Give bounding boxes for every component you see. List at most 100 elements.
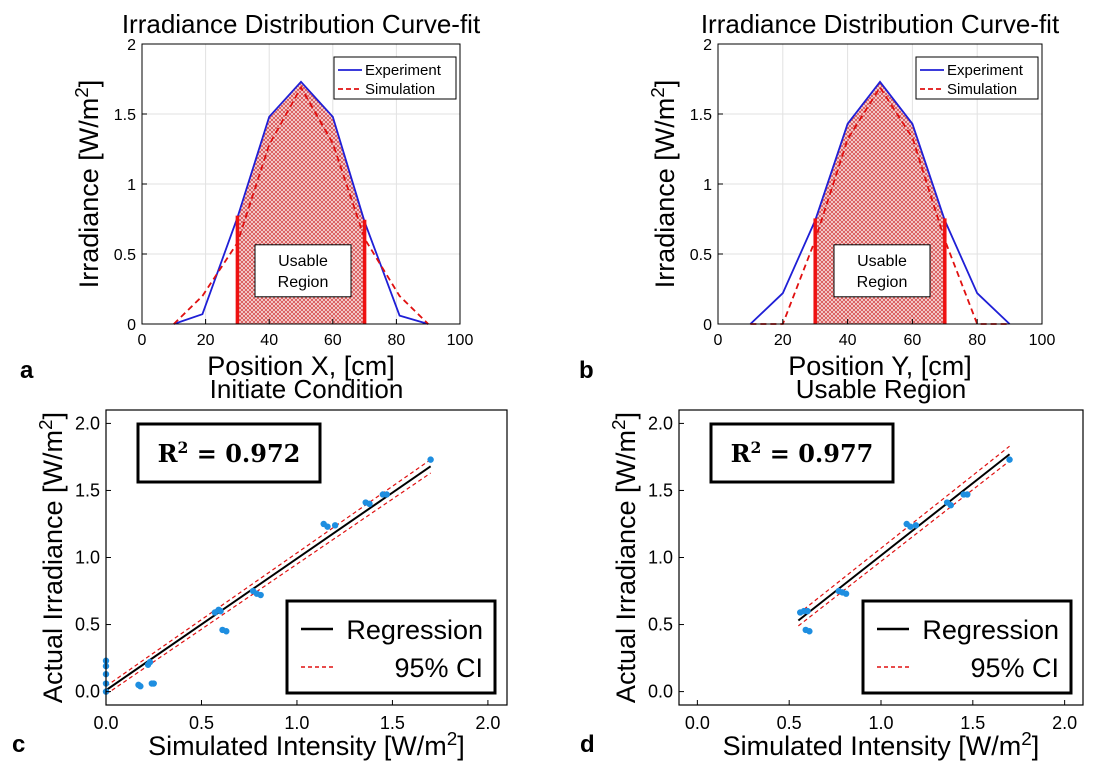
y-axis-label: Actual Irradiance [W/m2] bbox=[609, 412, 642, 703]
x-tick-label: 60 bbox=[324, 332, 342, 349]
y-tick-label: 2.0 bbox=[648, 413, 673, 433]
usable-region-label: Usable bbox=[278, 253, 328, 270]
x-tick-label: 0.5 bbox=[189, 713, 214, 733]
regression-line bbox=[105, 465, 432, 692]
data-point bbox=[223, 628, 230, 635]
y-tick-label: 0.0 bbox=[648, 682, 673, 702]
data-point bbox=[137, 683, 144, 690]
x-tick-label: 1.0 bbox=[284, 713, 309, 733]
y-axis-label: Actual Irradiance [W/m2] bbox=[36, 412, 69, 703]
y-tick-label: 1.5 bbox=[114, 107, 136, 124]
usable-region-box bbox=[833, 244, 931, 298]
panel-a: Irradiance Distribution Curve-fit a Usable… bbox=[20, 9, 481, 384]
data-point bbox=[257, 591, 264, 599]
chart-title: Irradiance Distribution Curve-fit bbox=[122, 9, 481, 39]
legend-label: Experiment bbox=[947, 62, 1024, 79]
data-point bbox=[907, 523, 914, 530]
y-tick-label: 2 bbox=[127, 37, 136, 54]
x-tick-label: 1.5 bbox=[960, 713, 985, 733]
usable-region-label: Region bbox=[278, 274, 329, 291]
data-point bbox=[383, 491, 390, 498]
x-tick-label: 0.0 bbox=[685, 713, 710, 733]
data-point bbox=[427, 456, 434, 463]
y-tick-label: 0.5 bbox=[75, 615, 100, 635]
y-axis-label: Irradiance [W/m2] bbox=[72, 80, 105, 289]
data-point bbox=[947, 502, 954, 509]
y-tick-label: 1.5 bbox=[648, 480, 673, 500]
legend-label: Experiment bbox=[365, 62, 442, 79]
usable-region-label: Region bbox=[857, 274, 908, 291]
panel-label: c bbox=[12, 731, 25, 758]
legend-label: Simulation bbox=[947, 81, 1017, 98]
y-tick-label: 0 bbox=[127, 317, 136, 334]
experiment-line bbox=[749, 80, 1011, 325]
y-tick-label: 0.0 bbox=[75, 682, 100, 702]
x-tick-label: 2.0 bbox=[1052, 713, 1077, 733]
chart-title: Irradiance Distribution Curve-fit bbox=[701, 9, 1060, 39]
x-axis-label: Position Y, [cm] bbox=[788, 351, 972, 381]
legend-box bbox=[861, 599, 1073, 695]
x-tick-label: 20 bbox=[774, 332, 792, 349]
y-tick-label: 1.5 bbox=[690, 107, 712, 124]
y-tick-label: 0 bbox=[703, 317, 712, 334]
data-point bbox=[804, 607, 811, 615]
chart-title: Usable Region bbox=[796, 374, 967, 404]
panel-b: Irradiance Distribution Curve-fit b Usable… bbox=[579, 9, 1060, 384]
data-point bbox=[366, 500, 373, 508]
legend-label: Simulation bbox=[365, 81, 435, 98]
x-tick-label: 40 bbox=[839, 332, 857, 349]
legend-label: 95% CI bbox=[394, 653, 483, 683]
y-tick-label: 0.5 bbox=[690, 247, 712, 264]
legend-box bbox=[285, 599, 497, 695]
ci-upper-line bbox=[105, 459, 431, 687]
r-squared-label: R2 = 0.972 bbox=[158, 438, 301, 469]
data-point bbox=[150, 680, 157, 687]
data-point bbox=[806, 628, 813, 635]
regression-line bbox=[797, 453, 1011, 622]
x-tick-label: 1.0 bbox=[868, 713, 893, 733]
data-point bbox=[964, 491, 971, 498]
x-tick-label: 0 bbox=[138, 332, 147, 349]
y-axis-label: Irradiance [W/m2] bbox=[648, 80, 681, 289]
usable-region-box bbox=[254, 244, 352, 298]
y-tick-label: 1 bbox=[703, 177, 712, 194]
x-axis-label: Simulated Intensity [W/m2] bbox=[148, 729, 465, 762]
y-tick-label: 2.0 bbox=[75, 413, 100, 433]
x-tick-label: 1.5 bbox=[380, 713, 405, 733]
ci-lower-line bbox=[797, 460, 1010, 627]
usable-region-label: Usable bbox=[857, 253, 907, 270]
ci-upper-line bbox=[797, 445, 1010, 615]
x-axis-label: Position X, [cm] bbox=[207, 351, 395, 381]
experiment-line bbox=[173, 80, 429, 325]
y-tick-label: 0.5 bbox=[114, 247, 136, 264]
data-point bbox=[912, 522, 920, 529]
ci-lower-line bbox=[105, 472, 431, 695]
data-point bbox=[217, 607, 224, 615]
panel-label: d bbox=[580, 731, 595, 758]
data-point bbox=[842, 590, 850, 597]
y-tick-label: 2 bbox=[703, 37, 712, 54]
x-tick-label: 80 bbox=[968, 332, 986, 349]
x-tick-label: 60 bbox=[904, 332, 922, 349]
y-tick-label: 1 bbox=[127, 177, 136, 194]
x-tick-label: 80 bbox=[388, 332, 406, 349]
data-point bbox=[1006, 456, 1013, 463]
x-tick-label: 2.0 bbox=[475, 713, 500, 733]
legend-label: Regression bbox=[922, 615, 1059, 645]
data-point bbox=[324, 523, 331, 530]
r-squared-label: R2 = 0.977 bbox=[731, 438, 874, 469]
x-tick-label: 40 bbox=[260, 332, 278, 349]
panel-label: a bbox=[20, 357, 34, 384]
data-point bbox=[146, 658, 154, 666]
x-tick-label: 0.5 bbox=[777, 713, 802, 733]
r-squared-box bbox=[709, 422, 895, 484]
legend-label: Regression bbox=[346, 615, 483, 645]
simulation-line bbox=[750, 85, 1010, 325]
y-tick-label: 1.0 bbox=[75, 548, 100, 568]
chart-title: Initiate Condition bbox=[210, 374, 404, 404]
x-tick-label: 100 bbox=[447, 332, 474, 349]
simulation-line bbox=[173, 85, 429, 325]
r-squared-box bbox=[136, 422, 322, 484]
y-tick-label: 1.5 bbox=[75, 480, 100, 500]
